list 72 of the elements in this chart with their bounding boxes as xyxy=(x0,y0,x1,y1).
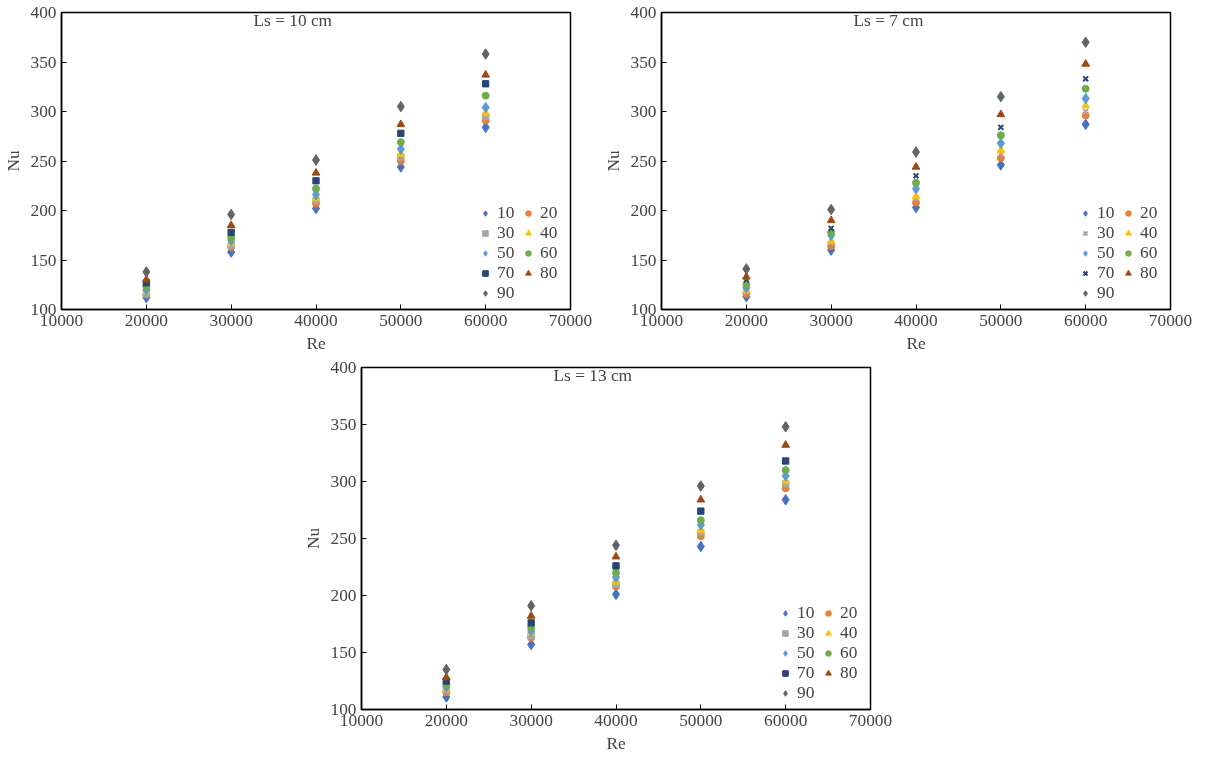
y-axis-title: Nu xyxy=(3,150,23,172)
chart-title: Ls = 10 cm xyxy=(253,10,333,30)
y-tick-label: 250 xyxy=(630,151,657,171)
y-tick-label: 300 xyxy=(30,102,57,121)
legend-label: 10 xyxy=(1097,203,1116,223)
legend-label: 50 xyxy=(1097,243,1116,263)
x-axis-title: Re xyxy=(306,333,326,353)
chart-title: Ls = 13 cm xyxy=(553,365,633,385)
legend-label: 60 xyxy=(540,243,559,263)
x-tick-label: 60000 xyxy=(464,310,508,330)
legend-label: 20 xyxy=(1140,203,1159,223)
legend-label: 30 xyxy=(497,223,516,243)
y-tick-label: 200 xyxy=(30,201,57,220)
x-tick-label: 50000 xyxy=(679,710,723,730)
x-tick-label: 40000 xyxy=(294,310,338,330)
y-tick-label: 150 xyxy=(330,643,357,662)
legend-label: 70 xyxy=(497,263,516,283)
x-tick-label: 60000 xyxy=(1064,310,1108,330)
y-tick-label: 200 xyxy=(330,586,357,605)
legend-label: 30 xyxy=(1097,223,1116,243)
legend-label: 60 xyxy=(1140,243,1159,263)
y-tick-label: 400 xyxy=(630,3,657,22)
x-tick-label: 60000 xyxy=(764,710,808,730)
legend-label: 80 xyxy=(540,263,559,283)
x-tick-label: 70000 xyxy=(1148,310,1193,330)
x-tick-label: 30000 xyxy=(209,310,253,330)
y-tick-label: 350 xyxy=(330,415,357,434)
legend-label: 40 xyxy=(540,223,559,243)
x-tick-label: 20000 xyxy=(424,710,468,730)
y-tick-label: 300 xyxy=(630,102,657,121)
y-tick-label: 350 xyxy=(30,52,57,72)
y-tick-label: 250 xyxy=(330,529,357,548)
legend-label: 70 xyxy=(1097,263,1116,283)
y-tick-label: 200 xyxy=(630,201,657,220)
y-axis-title: Nu xyxy=(603,150,623,172)
legend-label: 60 xyxy=(840,643,859,663)
legend-label: 90 xyxy=(1097,283,1116,303)
legend-label: 80 xyxy=(1140,263,1159,283)
y-tick-label: 400 xyxy=(30,3,57,22)
x-tick-label: 70000 xyxy=(548,310,593,330)
x-tick-label: 20000 xyxy=(724,310,768,330)
legend-label: 40 xyxy=(840,623,859,643)
legend-label: 20 xyxy=(540,203,559,223)
legend-label: 80 xyxy=(840,663,859,683)
y-axis-title: Nu xyxy=(303,527,323,550)
legend-label: 10 xyxy=(797,603,816,623)
x-tick-label: 50000 xyxy=(979,310,1023,330)
legend-label: 90 xyxy=(497,283,516,303)
legend-label: 50 xyxy=(497,243,516,263)
x-tick-label: 30000 xyxy=(809,310,853,330)
x-axis-title: Re xyxy=(906,333,926,353)
y-tick-label: 350 xyxy=(630,52,657,72)
x-tick-label: 50000 xyxy=(379,310,423,330)
legend-label: 90 xyxy=(797,683,816,703)
legend-label: 40 xyxy=(1140,223,1159,243)
x-tick-label: 40000 xyxy=(894,310,938,330)
y-tick-label: 150 xyxy=(30,250,57,270)
y-tick-label: 400 xyxy=(330,358,357,377)
x-axis-title: Re xyxy=(606,733,626,753)
x-tick-label: 70000 xyxy=(848,710,893,730)
y-tick-label: 250 xyxy=(30,151,57,171)
chart-title: Ls = 7 cm xyxy=(853,10,924,30)
y-tick-label: 150 xyxy=(630,250,657,270)
legend-label: 20 xyxy=(840,603,859,623)
x-tick-label: 40000 xyxy=(594,710,638,730)
legend-label: 50 xyxy=(797,643,816,663)
y-tick-label: 300 xyxy=(330,472,357,491)
legend-label: 10 xyxy=(497,203,516,223)
x-tick-label: 20000 xyxy=(124,310,168,330)
legend-label: 30 xyxy=(797,623,816,643)
x-tick-label: 30000 xyxy=(509,710,553,730)
legend-label: 70 xyxy=(797,663,816,683)
